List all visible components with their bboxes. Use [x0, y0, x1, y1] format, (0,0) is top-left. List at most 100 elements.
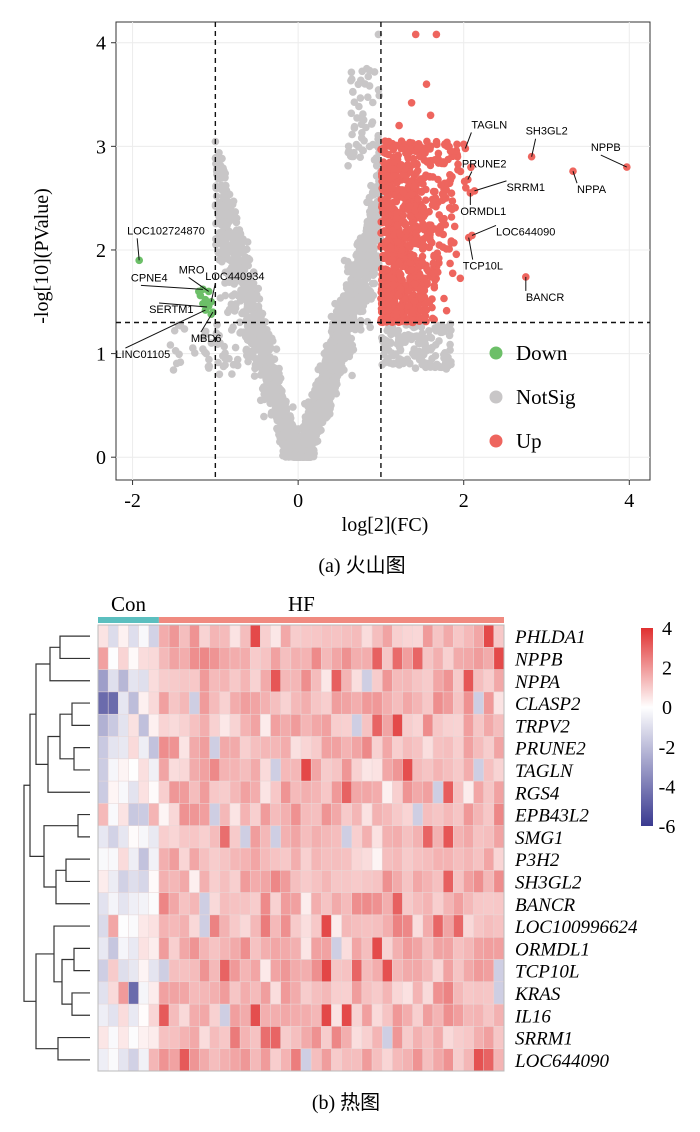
heatmap-cell [199, 1048, 210, 1072]
heatmap-cell [402, 1048, 413, 1072]
heatmap-cell [442, 736, 454, 760]
heatmap-cell [483, 624, 495, 648]
gene-label: LOC440934 [205, 271, 264, 283]
heatmap-cell [138, 1048, 150, 1072]
heatmap-cell [351, 1048, 363, 1072]
heatmap-cell [250, 870, 261, 893]
notsig-point [416, 348, 425, 356]
notsig-point [368, 260, 376, 269]
notsig-point [351, 261, 359, 270]
heatmap-cell [453, 892, 464, 916]
heatmap-cell [361, 1003, 373, 1027]
notsig-point [340, 256, 349, 265]
heatmap-cell [250, 691, 261, 715]
notsig-point [380, 358, 389, 367]
heatmap-cell [270, 624, 282, 648]
heatmap-cell [463, 870, 474, 893]
colorbar-tick-label: -2 [659, 737, 676, 759]
heatmap-cell [168, 892, 180, 916]
heatmap-cell [97, 870, 109, 893]
heatmap-cell [280, 870, 292, 893]
heatmap-cell [229, 758, 241, 782]
heatmap-cell [361, 870, 373, 893]
heatmap-cell [148, 959, 160, 983]
notsig-point [355, 245, 364, 254]
heatmap-cell [229, 669, 241, 693]
heatmap-cell [442, 981, 454, 1005]
heatmap-cell [107, 892, 119, 916]
heatmap-cell [493, 914, 505, 938]
heatmap-cell [199, 691, 210, 715]
heatmap-cell [300, 847, 312, 871]
dendrogram-branch [23, 784, 36, 1002]
notsig-point [326, 355, 335, 364]
up-point [410, 280, 419, 288]
heatmap-cell [300, 825, 312, 849]
up-point [423, 158, 432, 166]
notsig-point [350, 309, 358, 317]
heatmap-cell [219, 981, 231, 1005]
heatmap-cell [442, 1003, 454, 1027]
notsig-point [399, 333, 407, 342]
notsig-point [368, 118, 377, 126]
notsig-point [369, 232, 377, 241]
notsig-point [364, 72, 373, 81]
heatmap-cell [148, 870, 160, 893]
heatmap-cell [189, 624, 200, 648]
heatmap-cell [158, 803, 170, 827]
label-leader-line [468, 237, 474, 260]
heatmap-cell [473, 847, 485, 871]
heatmap-cell [118, 669, 129, 693]
heatmap-cell [239, 959, 251, 983]
up-point [392, 214, 401, 222]
heatmap-cell [178, 669, 190, 693]
heatmap-cell [321, 959, 332, 983]
heatmap-cell [270, 758, 282, 782]
notsig-point [313, 391, 322, 399]
notsig-point [352, 318, 361, 327]
label-leader-line [572, 171, 578, 184]
heatmap-cell [300, 713, 312, 737]
heatmap-cell [331, 825, 342, 849]
heatmap-cell [392, 1048, 403, 1072]
heatmap-cell [310, 780, 322, 804]
colorbar-tick-label: 2 [662, 658, 672, 680]
heatmap-cell [432, 981, 444, 1005]
heatmap-cell [209, 914, 221, 938]
up-point [409, 160, 417, 169]
heatmap-cell [189, 914, 200, 938]
heatmap-cell [331, 959, 342, 983]
legend-swatch-up [489, 434, 503, 448]
heatmap-cell [97, 803, 109, 827]
up-point [404, 205, 413, 214]
notsig-point [333, 371, 342, 380]
notsig-point [294, 452, 303, 460]
up-point [428, 195, 437, 204]
heatmap-cell [178, 847, 190, 871]
up-point [442, 306, 451, 315]
heatmap-cell [260, 892, 271, 916]
heatmap-cell [178, 959, 190, 983]
heatmap-cell [483, 713, 495, 737]
heatmap-cell [219, 1003, 231, 1027]
notsig-point [229, 229, 238, 237]
heatmap-cell [118, 624, 129, 648]
colorbar-tick-label: 0 [662, 697, 672, 719]
heatmap-cell [402, 803, 413, 827]
heatmap-cell [341, 1026, 353, 1050]
heatmap-cell [128, 981, 139, 1005]
heatmap-cell [371, 847, 383, 871]
notsig-point [282, 450, 291, 459]
notsig-point [263, 386, 271, 395]
heatmap-cell [118, 780, 129, 804]
heatmap-cell [493, 1026, 505, 1050]
up-point [401, 221, 410, 229]
notsig-point [252, 302, 261, 311]
heatmap-cell [483, 914, 495, 938]
heatmap-cell [473, 691, 485, 715]
notsig-point [335, 353, 344, 361]
row-label: BANCR [515, 895, 576, 916]
notsig-point [228, 370, 236, 378]
heatmap-cell [219, 624, 231, 648]
heatmap-cell [493, 1048, 505, 1072]
